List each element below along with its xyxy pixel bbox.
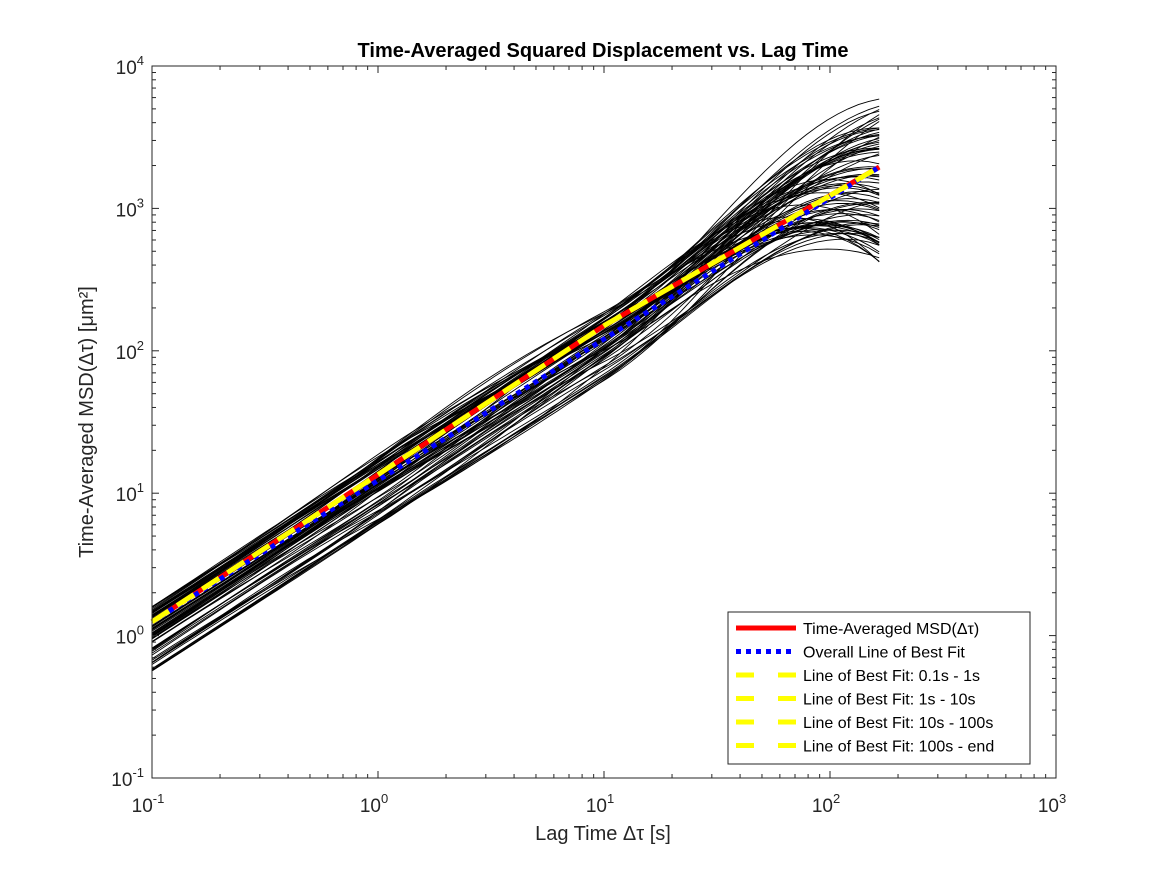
trajectory-line bbox=[151, 227, 880, 612]
series-lines bbox=[150, 164, 881, 624]
trajectory-line bbox=[151, 214, 880, 649]
y-tick-label: 102 bbox=[116, 338, 144, 364]
y-tick-label: 104 bbox=[116, 53, 144, 79]
series-line bbox=[602, 193, 832, 328]
legend-label: Overall Line of Best Fit bbox=[803, 645, 965, 662]
y-axis-label: Time-Averaged MSD(Δτ) [μm²] bbox=[76, 286, 98, 558]
trajectory-line bbox=[151, 160, 880, 608]
legend-label: Line of Best Fit: 10s - 100s bbox=[803, 715, 993, 732]
trajectory-line bbox=[151, 213, 880, 640]
y-tick-label: 103 bbox=[116, 195, 144, 221]
legend-box bbox=[727, 611, 1031, 765]
x-tick-label: 101 bbox=[586, 791, 614, 817]
trajectory-line bbox=[151, 204, 880, 608]
x-tick-label: 100 bbox=[360, 791, 388, 817]
trajectory-line bbox=[151, 151, 880, 618]
trajectory-line bbox=[151, 198, 880, 650]
chart-title: Time-Averaged Squared Displacement vs. L… bbox=[358, 40, 849, 62]
trajectory-line bbox=[151, 134, 880, 607]
axis-ticks bbox=[151, 65, 1057, 779]
trajectory-line bbox=[151, 238, 880, 664]
y-tick-labels: 10-1 100 101 102 103 104 bbox=[111, 53, 144, 791]
trajectory-line bbox=[151, 229, 880, 639]
series-line bbox=[150, 472, 380, 624]
legend-label: Line of Best Fit: 0.1s - 1s bbox=[803, 668, 980, 685]
trajectory-line bbox=[151, 173, 880, 635]
x-tick-labels: 10-1 100 101 102 103 bbox=[132, 791, 1067, 817]
legend-label: Line of Best Fit: 1s - 10s bbox=[803, 692, 976, 709]
series-line bbox=[828, 164, 881, 198]
trajectory-line bbox=[151, 131, 880, 634]
trajectory-line bbox=[151, 190, 880, 634]
x-tick-label: 102 bbox=[812, 791, 840, 817]
series-line bbox=[150, 164, 881, 624]
plot-frame bbox=[151, 65, 1057, 779]
y-tick-label: 100 bbox=[116, 623, 144, 649]
series-line bbox=[376, 323, 606, 477]
trajectory-line bbox=[151, 202, 880, 631]
trajectory-line bbox=[151, 232, 880, 664]
y-tick-label: 101 bbox=[116, 480, 144, 506]
x-tick-label: 103 bbox=[1038, 791, 1066, 817]
y-tick-label: 10-1 bbox=[111, 765, 144, 791]
trajectory-line bbox=[151, 168, 880, 608]
x-tick-label: 10-1 bbox=[132, 791, 165, 817]
legend-label: Time-Averaged MSD(Δτ) bbox=[803, 621, 979, 638]
legend: Time-Averaged MSD(Δτ) Overall Line of Bes… bbox=[727, 611, 1031, 765]
legend-label: Line of Best Fit: 100s - end bbox=[803, 739, 994, 756]
trajectory-line bbox=[151, 221, 880, 654]
trajectory-line bbox=[151, 183, 880, 617]
x-axis-label: Lag Time Δτ [s] bbox=[535, 823, 671, 845]
